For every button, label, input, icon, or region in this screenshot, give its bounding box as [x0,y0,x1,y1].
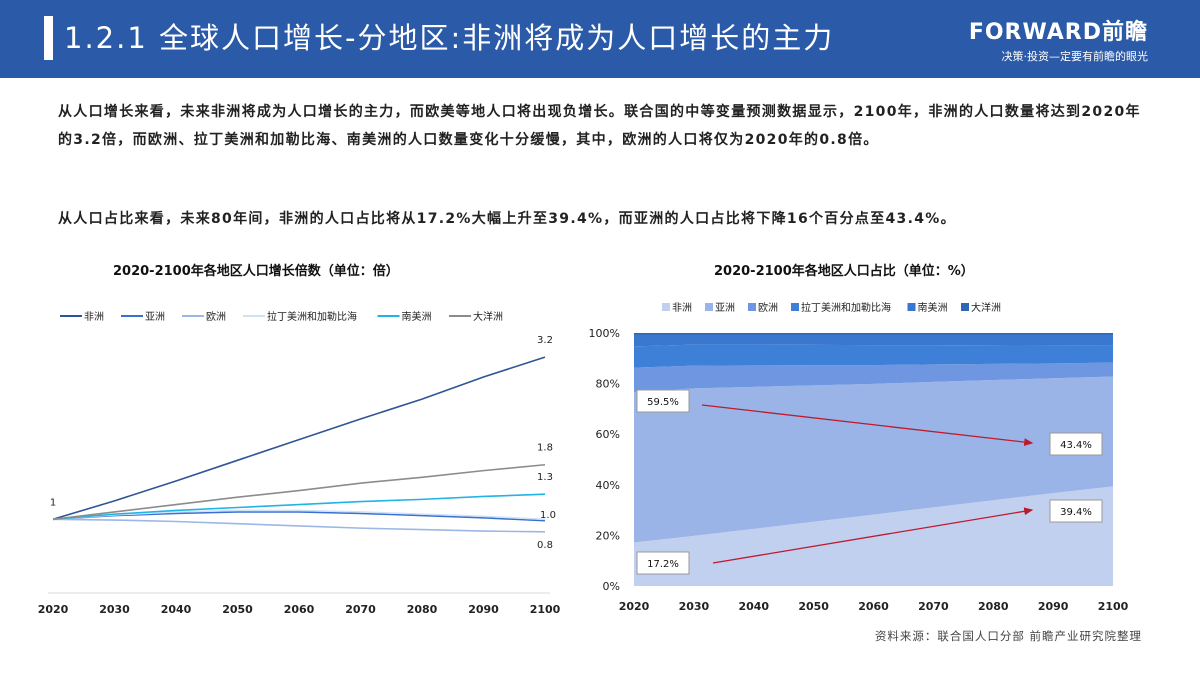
annotation-label: 59.5% [647,397,679,408]
legend-label: 大洋洲 [971,301,1001,314]
y-tick-label: 100% [589,327,620,340]
data-label: 1.8 [537,443,553,454]
paragraph-2: 从人口占比来看，未来80年间，非洲的人口占比将从17.2%大幅上升至39.4%，… [58,211,956,227]
y-tick-label: 20% [596,529,620,542]
title-accent-bar [44,16,53,60]
annotation-box [1049,432,1103,456]
legend-label: 非洲 [84,311,104,323]
line-series-亚洲 [52,511,546,522]
area-chart-title: 2020-2100年各地区人口占比（单位：%） [714,264,974,279]
x-tick-label: 2050 [798,600,829,613]
paragraph-1: 从人口增长来看，未来非洲将成为人口增长的主力，而欧美等地人口将出现负增长。联合国… [58,104,1141,148]
data-label: 1 [50,497,56,508]
logo-sub: 决策·投资—定要有前瞻的眼光 [1001,50,1149,63]
data-label: 1.3 [537,472,553,483]
annotation-label: 17.2% [647,559,679,570]
line-series-非洲 [52,356,546,521]
header: 1.2.1 全球人口增长-分地区:非洲将成为人口增长的主力 FORWARD前瞻 … [0,0,1200,78]
x-tick-label: 2090 [468,603,499,616]
line-series-南美洲 [52,493,546,521]
annotation-label: 43.4% [1060,440,1092,451]
logo-main: FORWARD前瞻 [968,20,1148,45]
legend-label: 欧洲 [206,311,226,323]
x-tick-label: 2080 [407,603,438,616]
x-tick-label: 2050 [222,603,253,616]
logo: FORWARD前瞻 决策·投资—定要有前瞻的眼光 [969,14,1148,64]
data-label: 0.8 [537,540,553,551]
x-tick-label: 2090 [1038,600,1069,613]
legend-label: 欧洲 [758,302,778,314]
x-tick-label: 2020 [619,600,650,613]
y-tick-label: 0% [603,580,620,593]
y-tick-label: 80% [596,378,620,391]
area-series-拉丁美洲和加勒比海 [634,344,1113,368]
annotation-box [636,389,690,413]
arrow-africa [712,507,1034,564]
arrow-asia [701,404,1034,446]
source-note: 资料来源：联合国人口分部 前瞻产业研究院整理 [874,629,1142,643]
x-tick-label: 2080 [978,600,1009,613]
x-tick-label: 2040 [738,600,769,613]
legend-label: 南美洲 [402,310,432,323]
x-tick-label: 2070 [918,600,949,613]
x-tick-label: 2030 [99,603,130,616]
legend-swatch [907,303,916,311]
x-tick-label: 2040 [161,603,192,616]
x-tick-label: 2020 [38,603,69,616]
legend-label: 南美洲 [918,301,948,314]
area-chart: 0% 20% 40% 60% 80% 100% 2020 2030 2040 2050 2060 20… [589,301,1129,613]
legend-swatch [662,303,670,311]
line-series-大洋洲 [52,463,546,521]
annotation-box [1049,499,1103,523]
line-chart: 2020 2030 2040 2050 2060 2070 2080 2090 2100 非洲 亚洲… [38,310,561,616]
data-label: 3.2 [537,335,553,346]
x-tick-label: 2060 [284,603,315,616]
data-label: 1.0 [540,510,556,521]
y-tick-label: 60% [596,428,620,441]
area-series-南美洲 [634,334,1113,347]
y-tick-label: 40% [596,479,620,492]
legend-swatch [791,303,799,311]
line-series-欧洲 [52,518,546,533]
legend-swatch [748,303,756,311]
x-tick-label: 2100 [1098,600,1129,613]
annotation-label: 39.4% [1060,507,1092,518]
annotation-box [636,551,690,575]
legend-swatch [705,303,713,311]
x-tick-label: 2030 [679,600,710,613]
legend-label: 大洋洲 [473,310,503,323]
legend-swatch [961,303,969,311]
area-series-亚洲 [634,376,1113,543]
x-tick-label: 2060 [858,600,889,613]
line-series-拉丁美洲和加勒比海 [52,509,546,521]
x-tick-label: 2100 [530,603,561,616]
legend-label: 拉丁美洲和加勒比海 [801,301,891,314]
area-series-大洋洲 [634,333,1113,335]
legend-label: 非洲 [672,302,692,314]
line-chart-title: 2020-2100年各地区人口增长倍数（单位：倍） [113,264,399,279]
page-title: 1.2.1 全球人口增长-分地区:非洲将成为人口增长的主力 [64,21,835,55]
x-tick-label: 2070 [345,603,376,616]
legend-label: 亚洲 [715,302,735,314]
area-series-欧洲 [634,362,1113,392]
legend-label: 亚洲 [145,311,165,323]
legend-label: 拉丁美洲和加勒比海 [267,310,357,323]
